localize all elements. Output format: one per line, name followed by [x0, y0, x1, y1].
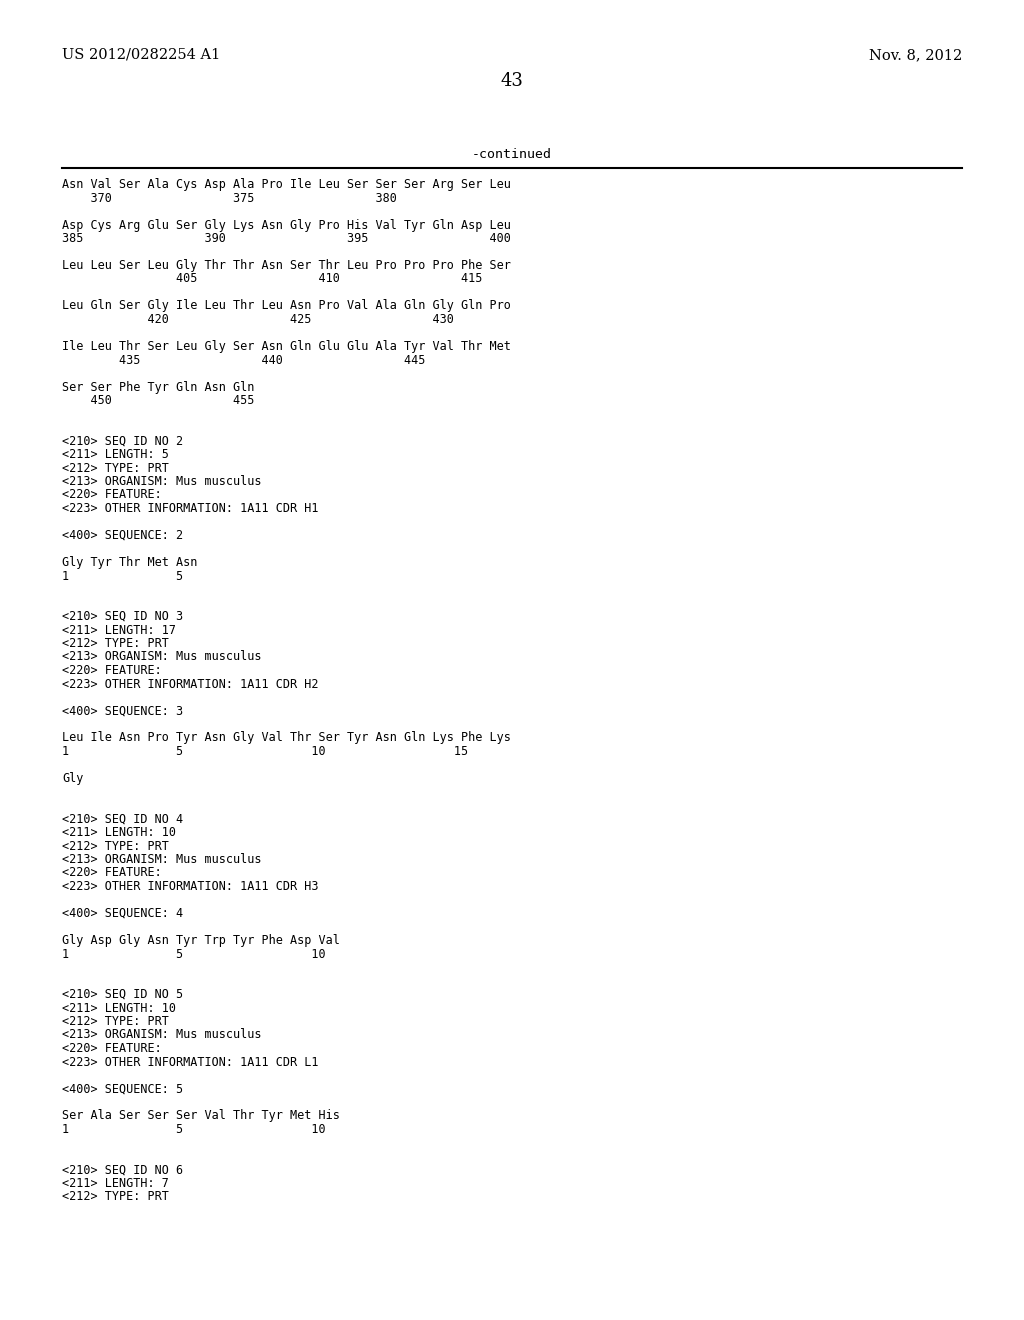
Text: <212> TYPE: PRT: <212> TYPE: PRT — [62, 638, 169, 649]
Text: <220> FEATURE:: <220> FEATURE: — [62, 664, 162, 677]
Text: <223> OTHER INFORMATION: 1A11 CDR H3: <223> OTHER INFORMATION: 1A11 CDR H3 — [62, 880, 318, 894]
Text: 370                 375                 380: 370 375 380 — [62, 191, 397, 205]
Text: 405                 410                 415: 405 410 415 — [62, 272, 482, 285]
Text: US 2012/0282254 A1: US 2012/0282254 A1 — [62, 48, 220, 62]
Text: <211> LENGTH: 10: <211> LENGTH: 10 — [62, 826, 176, 840]
Text: Nov. 8, 2012: Nov. 8, 2012 — [868, 48, 962, 62]
Text: Ile Leu Thr Ser Leu Gly Ser Asn Gln Glu Glu Ala Tyr Val Thr Met: Ile Leu Thr Ser Leu Gly Ser Asn Gln Glu … — [62, 341, 511, 352]
Text: 43: 43 — [501, 73, 523, 90]
Text: <211> LENGTH: 10: <211> LENGTH: 10 — [62, 1002, 176, 1015]
Text: <220> FEATURE:: <220> FEATURE: — [62, 866, 162, 879]
Text: Leu Ile Asn Pro Tyr Asn Gly Val Thr Ser Tyr Asn Gln Lys Phe Lys: Leu Ile Asn Pro Tyr Asn Gly Val Thr Ser … — [62, 731, 511, 744]
Text: 450                 455: 450 455 — [62, 393, 254, 407]
Text: 1               5                  10                  15: 1 5 10 15 — [62, 744, 468, 758]
Text: <210> SEQ ID NO 2: <210> SEQ ID NO 2 — [62, 434, 183, 447]
Text: Asn Val Ser Ala Cys Asp Ala Pro Ile Leu Ser Ser Ser Arg Ser Leu: Asn Val Ser Ala Cys Asp Ala Pro Ile Leu … — [62, 178, 511, 191]
Text: <223> OTHER INFORMATION: 1A11 CDR H2: <223> OTHER INFORMATION: 1A11 CDR H2 — [62, 677, 318, 690]
Text: 420                 425                 430: 420 425 430 — [62, 313, 454, 326]
Text: <212> TYPE: PRT: <212> TYPE: PRT — [62, 1191, 169, 1204]
Text: 385                 390                 395                 400: 385 390 395 400 — [62, 232, 511, 246]
Text: <220> FEATURE:: <220> FEATURE: — [62, 488, 162, 502]
Text: <210> SEQ ID NO 3: <210> SEQ ID NO 3 — [62, 610, 183, 623]
Text: <400> SEQUENCE: 2: <400> SEQUENCE: 2 — [62, 529, 183, 543]
Text: 435                 440                 445: 435 440 445 — [62, 354, 425, 367]
Text: <213> ORGANISM: Mus musculus: <213> ORGANISM: Mus musculus — [62, 651, 261, 664]
Text: <210> SEQ ID NO 4: <210> SEQ ID NO 4 — [62, 813, 183, 825]
Text: <213> ORGANISM: Mus musculus: <213> ORGANISM: Mus musculus — [62, 1028, 261, 1041]
Text: <210> SEQ ID NO 5: <210> SEQ ID NO 5 — [62, 987, 183, 1001]
Text: Ser Ser Phe Tyr Gln Asn Gln: Ser Ser Phe Tyr Gln Asn Gln — [62, 380, 254, 393]
Text: 1               5                  10: 1 5 10 — [62, 1123, 326, 1137]
Text: Asp Cys Arg Glu Ser Gly Lys Asn Gly Pro His Val Tyr Gln Asp Leu: Asp Cys Arg Glu Ser Gly Lys Asn Gly Pro … — [62, 219, 511, 231]
Text: Leu Leu Ser Leu Gly Thr Thr Asn Ser Thr Leu Pro Pro Pro Phe Ser: Leu Leu Ser Leu Gly Thr Thr Asn Ser Thr … — [62, 259, 511, 272]
Text: <223> OTHER INFORMATION: 1A11 CDR H1: <223> OTHER INFORMATION: 1A11 CDR H1 — [62, 502, 318, 515]
Text: 1               5                  10: 1 5 10 — [62, 948, 326, 961]
Text: Gly Asp Gly Asn Tyr Trp Tyr Phe Asp Val: Gly Asp Gly Asn Tyr Trp Tyr Phe Asp Val — [62, 935, 340, 946]
Text: <212> TYPE: PRT: <212> TYPE: PRT — [62, 462, 169, 474]
Text: Gly Tyr Thr Met Asn: Gly Tyr Thr Met Asn — [62, 556, 198, 569]
Text: <223> OTHER INFORMATION: 1A11 CDR L1: <223> OTHER INFORMATION: 1A11 CDR L1 — [62, 1056, 318, 1068]
Text: -continued: -continued — [472, 148, 552, 161]
Text: 1               5: 1 5 — [62, 569, 183, 582]
Text: <212> TYPE: PRT: <212> TYPE: PRT — [62, 840, 169, 853]
Text: Leu Gln Ser Gly Ile Leu Thr Leu Asn Pro Val Ala Gln Gly Gln Pro: Leu Gln Ser Gly Ile Leu Thr Leu Asn Pro … — [62, 300, 511, 313]
Text: Gly: Gly — [62, 772, 83, 785]
Text: <211> LENGTH: 17: <211> LENGTH: 17 — [62, 623, 176, 636]
Text: <211> LENGTH: 5: <211> LENGTH: 5 — [62, 447, 169, 461]
Text: <213> ORGANISM: Mus musculus: <213> ORGANISM: Mus musculus — [62, 475, 261, 488]
Text: <211> LENGTH: 7: <211> LENGTH: 7 — [62, 1177, 169, 1191]
Text: <220> FEATURE:: <220> FEATURE: — [62, 1041, 162, 1055]
Text: <210> SEQ ID NO 6: <210> SEQ ID NO 6 — [62, 1163, 183, 1176]
Text: <213> ORGANISM: Mus musculus: <213> ORGANISM: Mus musculus — [62, 853, 261, 866]
Text: <212> TYPE: PRT: <212> TYPE: PRT — [62, 1015, 169, 1028]
Text: <400> SEQUENCE: 4: <400> SEQUENCE: 4 — [62, 907, 183, 920]
Text: <400> SEQUENCE: 5: <400> SEQUENCE: 5 — [62, 1082, 183, 1096]
Text: <400> SEQUENCE: 3: <400> SEQUENCE: 3 — [62, 705, 183, 718]
Text: Ser Ala Ser Ser Ser Val Thr Tyr Met His: Ser Ala Ser Ser Ser Val Thr Tyr Met His — [62, 1110, 340, 1122]
